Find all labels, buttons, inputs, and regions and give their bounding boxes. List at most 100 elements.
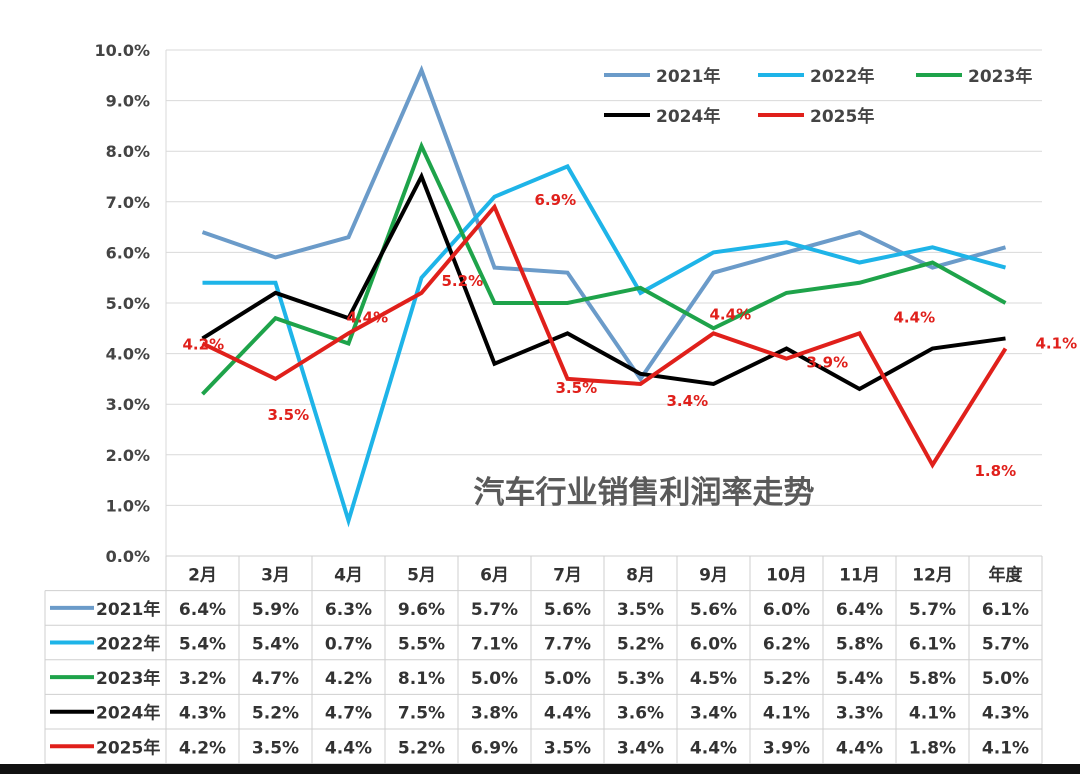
y-tick-label: 10.0% (94, 41, 150, 60)
bottom-bar (0, 764, 1080, 774)
table-cell: 3.2% (179, 669, 226, 689)
table-cell: 4.7% (252, 669, 299, 689)
series-line-2 (201, 140, 1007, 396)
table-cell: 5.8% (836, 635, 883, 655)
series-line-3 (201, 171, 1006, 392)
table-cell: 4.5% (690, 669, 737, 689)
table-cell: 5.0% (544, 669, 591, 689)
table-cell: 5.5% (398, 635, 445, 655)
legend-label: 2023年 (968, 66, 1032, 87)
table-cell: 4.1% (982, 738, 1029, 758)
table-cell: 5.3% (617, 669, 664, 689)
legend-label: 2021年 (656, 66, 720, 87)
y-tick-label: 6.0% (106, 243, 150, 262)
table-cell: 3.5% (252, 738, 299, 758)
table-cell: 6.1% (982, 600, 1029, 620)
table-cell: 4.4% (690, 738, 737, 758)
table-cell: 4.2% (179, 738, 226, 758)
table-cell: 3.6% (617, 704, 664, 724)
data-label: 1.8% (975, 462, 1017, 480)
table-cell: 3.4% (690, 704, 737, 724)
table-cell: 5.6% (690, 600, 737, 620)
table-cell: 5.4% (836, 669, 883, 689)
table-cell: 3.5% (617, 600, 664, 620)
y-tick-label: 9.0% (106, 92, 150, 111)
data-label: 5.2% (442, 272, 484, 290)
table-cell: 1.8% (909, 738, 956, 758)
table-cell: 5.7% (471, 600, 518, 620)
table-header-cell: 3月 (261, 565, 290, 585)
table-row-label: 2024年 (96, 703, 160, 724)
table-header-cell: 5月 (407, 565, 436, 585)
data-label: 4.4% (710, 305, 752, 323)
table-header-cell: 10月 (766, 565, 807, 585)
table-cell: 4.3% (179, 704, 226, 724)
table-cell: 6.0% (690, 635, 737, 655)
legend-label: 2022年 (810, 66, 874, 87)
table-cell: 4.3% (982, 704, 1029, 724)
series-line-4 (201, 203, 1008, 469)
table-cell: 0.7% (325, 635, 372, 655)
table-cell: 6.9% (471, 738, 518, 758)
table-header-cell: 9月 (699, 565, 728, 585)
data-label: 4.4% (894, 308, 936, 326)
data-label: 3.5% (268, 406, 310, 424)
table-cell: 4.4% (544, 704, 591, 724)
table-cell: 5.2% (252, 704, 299, 724)
data-label: 3.5% (556, 379, 598, 397)
table-header-cell: 12月 (912, 565, 953, 585)
table-cell: 4.7% (325, 704, 372, 724)
table-cell: 6.4% (836, 600, 883, 620)
y-tick-label: 7.0% (106, 193, 150, 212)
table-cell: 3.9% (763, 738, 810, 758)
table-cell: 5.2% (398, 738, 445, 758)
table-cell: 5.0% (982, 669, 1029, 689)
data-label: 6.9% (535, 191, 577, 209)
table-cell: 4.2% (325, 669, 372, 689)
data-label: 4.1% (1036, 335, 1078, 353)
table-cell: 7.1% (471, 635, 518, 655)
table-cell: 5.0% (471, 669, 518, 689)
table-cell: 5.2% (617, 635, 664, 655)
table-cell: 4.4% (325, 738, 372, 758)
table-header-cell: 6月 (480, 565, 509, 585)
y-tick-label: 8.0% (106, 142, 150, 161)
table-cell: 3.3% (836, 704, 883, 724)
y-tick-label: 2.0% (106, 446, 150, 465)
table-cell: 5.8% (909, 669, 956, 689)
data-label: 4.2% (183, 335, 225, 353)
y-tick-label: 5.0% (106, 294, 150, 313)
table-header-cell: 4月 (334, 565, 363, 585)
table-row-label: 2025年 (96, 737, 160, 758)
data-label: 3.4% (667, 392, 709, 410)
table-header-cell: 8月 (626, 565, 655, 585)
legend-label: 2025年 (810, 106, 874, 127)
series-line-0 (201, 64, 1007, 383)
table-cell: 6.4% (179, 600, 226, 620)
table-cell: 8.1% (398, 669, 445, 689)
y-tick-label: 0.0% (106, 547, 150, 566)
y-tick-label: 3.0% (106, 395, 150, 414)
table-cell: 7.5% (398, 704, 445, 724)
table-header-cell: 2月 (188, 565, 217, 585)
table-cell: 3.8% (471, 704, 518, 724)
series-line-1 (202, 163, 1007, 528)
table-header-cell: 7月 (553, 565, 582, 585)
table-cell: 4.1% (909, 704, 956, 724)
table-cell: 4.4% (836, 738, 883, 758)
table-cell: 4.1% (763, 704, 810, 724)
y-tick-label: 1.0% (106, 496, 150, 515)
table-header-cell: 11月 (839, 565, 880, 585)
table-cell: 7.7% (544, 635, 591, 655)
table-cell: 6.3% (325, 600, 372, 620)
table-cell: 5.7% (982, 635, 1029, 655)
table-cell: 6.0% (763, 600, 810, 620)
table-cell: 5.4% (179, 635, 226, 655)
y-tick-label: 4.0% (106, 345, 150, 364)
data-label: 4.4% (347, 308, 389, 326)
table-cell: 5.9% (252, 600, 299, 620)
legend-label: 2024年 (656, 106, 720, 127)
table-cell: 3.4% (617, 738, 664, 758)
